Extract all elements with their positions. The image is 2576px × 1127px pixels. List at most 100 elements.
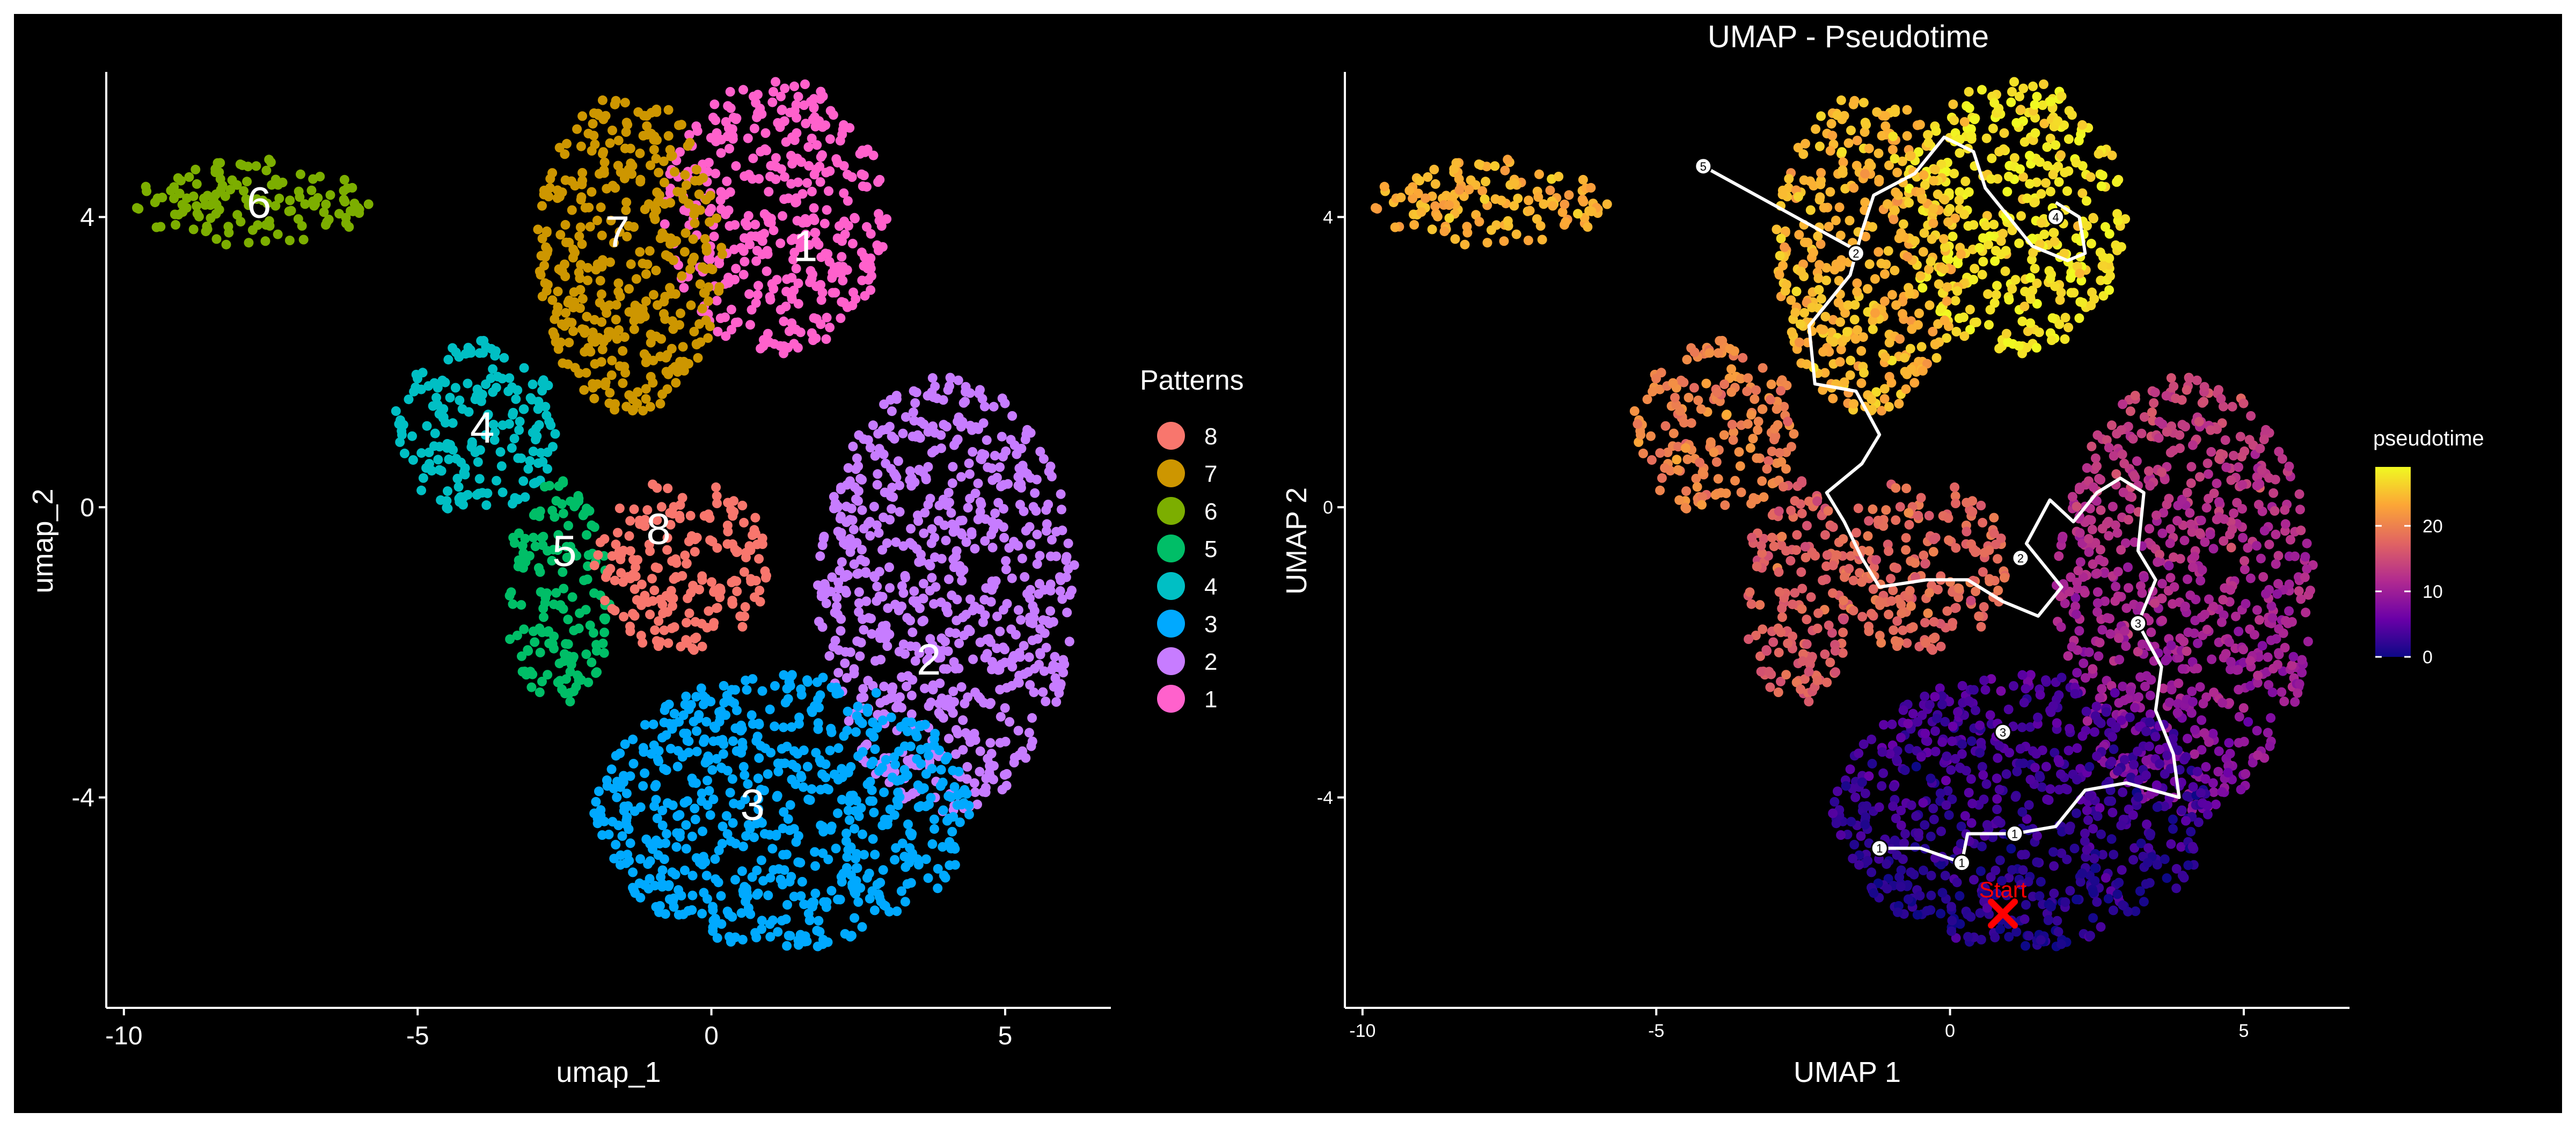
scatter-point — [2187, 527, 2197, 537]
scatter-point — [2160, 769, 2170, 779]
scatter-point — [201, 226, 211, 237]
scatter-point — [958, 745, 968, 755]
scatter-point — [2097, 261, 2107, 271]
scatter-point — [274, 193, 284, 203]
scatter-point — [2194, 416, 2204, 427]
scatter-point — [777, 744, 787, 754]
scatter-point — [2078, 572, 2088, 582]
scatter-point — [620, 739, 630, 749]
scatter-point — [1695, 457, 1704, 467]
scatter-point — [474, 387, 484, 398]
scatter-point — [667, 867, 677, 877]
scatter-point — [763, 890, 773, 901]
scatter-point — [621, 819, 632, 830]
scatter-point — [1982, 820, 1992, 830]
scatter-point — [559, 649, 569, 659]
scatter-point — [1743, 373, 1753, 383]
scatter-point — [418, 473, 428, 483]
scatter-point — [698, 691, 708, 701]
scatter-point — [2021, 941, 2031, 951]
scatter-point — [1706, 437, 1716, 447]
scatter-point — [1995, 855, 2005, 866]
scatter-point — [2089, 294, 2099, 304]
scatter-point — [1689, 347, 1700, 357]
scatter-point — [732, 705, 742, 715]
scatter-point — [1007, 411, 1018, 421]
scatter-point — [642, 111, 652, 121]
scatter-point — [919, 528, 929, 538]
scatter-point — [2050, 281, 2060, 291]
scatter-point — [558, 508, 568, 518]
scatter-point — [2224, 698, 2234, 708]
scatter-point — [927, 640, 938, 650]
scatter-point — [1857, 777, 1867, 787]
scatter-point — [841, 501, 852, 511]
scatter-point — [787, 318, 797, 328]
scatter-point — [1877, 747, 1887, 757]
scatter-point — [2273, 551, 2284, 561]
scatter-point — [2294, 679, 2304, 689]
scatter-point — [2129, 471, 2139, 481]
scatter-point — [608, 817, 618, 827]
scatter-point — [765, 830, 774, 840]
scatter-point — [1936, 909, 1946, 919]
scatter-point — [599, 165, 609, 175]
scatter-point — [618, 346, 628, 356]
scatter-point — [1951, 933, 1961, 943]
scatter-point — [2109, 451, 2119, 461]
scatter-point — [2224, 637, 2234, 647]
scatter-point — [1656, 368, 1666, 378]
scatter-point — [745, 574, 756, 584]
scatter-point — [2011, 927, 2022, 937]
scatter-point — [2301, 608, 2311, 618]
scatter-point — [497, 487, 508, 497]
x-axis-label: umap_1 — [556, 1056, 661, 1088]
scatter-point — [729, 507, 739, 517]
scatter-point — [728, 539, 737, 549]
scatter-point — [793, 749, 803, 759]
scatter-point — [2054, 551, 2064, 561]
scatter-point — [934, 745, 945, 755]
scatter-point — [999, 480, 1009, 490]
scatter-point — [1976, 934, 1986, 945]
scatter-point — [2182, 646, 2192, 656]
scatter-point — [620, 368, 631, 378]
y-tick-label: -4 — [71, 784, 94, 813]
scatter-point — [1977, 85, 1987, 95]
scatter-point — [2082, 221, 2092, 231]
scatter-point — [613, 528, 623, 538]
scatter-point — [535, 567, 545, 577]
scatter-point — [808, 902, 817, 912]
scatter-point — [694, 189, 704, 200]
scatter-point — [1946, 926, 1957, 936]
scatter-point — [1713, 348, 1723, 358]
scatter-point — [877, 242, 888, 252]
scatter-point — [2080, 673, 2090, 683]
scatter-point — [1856, 831, 1866, 841]
scatter-point — [2121, 641, 2131, 651]
scatter-point — [666, 586, 676, 596]
scatter-point — [744, 289, 755, 299]
scatter-point — [1919, 865, 1928, 875]
scatter-point — [1891, 813, 1901, 823]
scatter-point — [531, 423, 541, 434]
scatter-point — [797, 218, 808, 228]
scatter-point — [577, 168, 588, 178]
scatter-point — [2263, 728, 2273, 738]
scatter-point — [2126, 685, 2135, 696]
scatter-point — [707, 577, 716, 587]
scatter-point — [809, 313, 819, 323]
scatter-point — [704, 786, 714, 796]
scatter-point — [1923, 130, 1933, 140]
scatter-point — [1660, 463, 1670, 473]
scatter-point — [964, 801, 974, 811]
scatter-point — [2150, 598, 2160, 608]
scatter-point — [2161, 656, 2171, 665]
scatter-point — [1874, 802, 1884, 813]
scatter-point — [1896, 821, 1906, 830]
scatter-point — [2199, 397, 2209, 407]
scatter-point — [2095, 803, 2105, 813]
scatter-point — [416, 384, 426, 394]
scatter-point — [1032, 559, 1042, 569]
scatter-point — [697, 575, 707, 585]
